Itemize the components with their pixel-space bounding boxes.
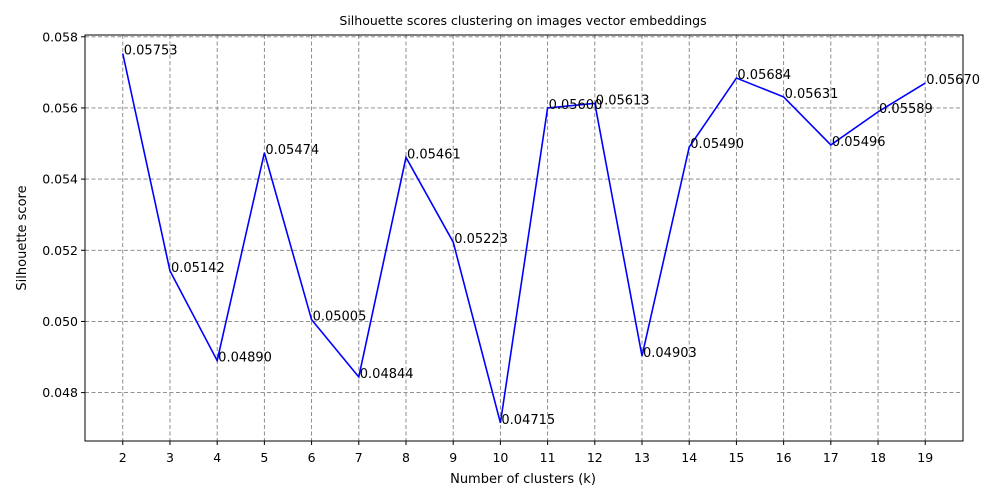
x-tick-label: 4 [213,450,221,465]
x-tick-label: 14 [681,450,697,465]
data-label: 0.05670 [926,73,980,88]
y-tick-label: 0.048 [42,385,78,400]
x-tick-label: 6 [308,450,316,465]
data-label: 0.05223 [454,232,508,247]
x-tick-label: 15 [728,450,744,465]
x-tick-label: 16 [776,450,792,465]
x-tick-label: 10 [492,450,508,465]
data-label: 0.05684 [737,68,791,83]
x-tick-label: 8 [402,450,410,465]
data-label: 0.05474 [265,143,319,158]
series-line [121,53,926,424]
data-label: 0.05600 [549,98,603,113]
x-tick-label: 11 [540,450,556,465]
data-label: 0.05613 [596,93,650,108]
x-tick-label: 12 [587,450,603,465]
x-tick-label: 17 [823,450,839,465]
data-label: 0.05631 [785,87,839,102]
data-labels: 0.05753 0.05142 0.04890 0.05474 0.05005 0.048… [124,44,980,428]
x-tick-label: 9 [449,450,457,465]
plot-frame [84,34,964,442]
x-tick-label: 19 [917,450,933,465]
data-label: 0.04844 [360,367,414,382]
data-label: 0.04715 [501,413,555,428]
y-tick-label: 0.050 [42,314,78,329]
y-tick-label: 0.054 [42,172,78,187]
y-tick-label: 0.058 [42,29,78,44]
data-label: 0.05461 [407,147,461,162]
x-tick-label: 2 [119,450,127,465]
data-label: 0.05490 [690,137,744,152]
data-label: 0.04903 [643,346,697,361]
y-tick-label: 0.056 [42,100,78,115]
data-label: 0.05496 [832,135,886,150]
x-axis-label: Number of clusters (k) [450,472,596,487]
data-label: 0.04890 [218,351,272,366]
y-tick-label: 0.052 [42,243,78,258]
x-tick-label: 13 [634,450,650,465]
chart-title: Silhouette scores clustering on images v… [339,13,706,28]
x-tick-label: 3 [166,450,174,465]
data-label: 0.05005 [313,310,367,325]
y-axis: 0.048 0.050 0.052 0.054 0.056 0.058 [42,29,85,400]
data-label: 0.05753 [124,44,178,59]
data-label: 0.05142 [171,261,225,276]
x-tick-label: 7 [355,450,363,465]
data-label: 0.05589 [879,102,933,117]
y-axis-label: Silhouette score [15,185,30,290]
x-axis: 2 3 4 5 6 7 8 9 10 11 12 13 14 15 16 17 18 19 [119,441,933,465]
x-tick-label: 5 [260,450,268,465]
x-tick-label: 18 [870,450,886,465]
